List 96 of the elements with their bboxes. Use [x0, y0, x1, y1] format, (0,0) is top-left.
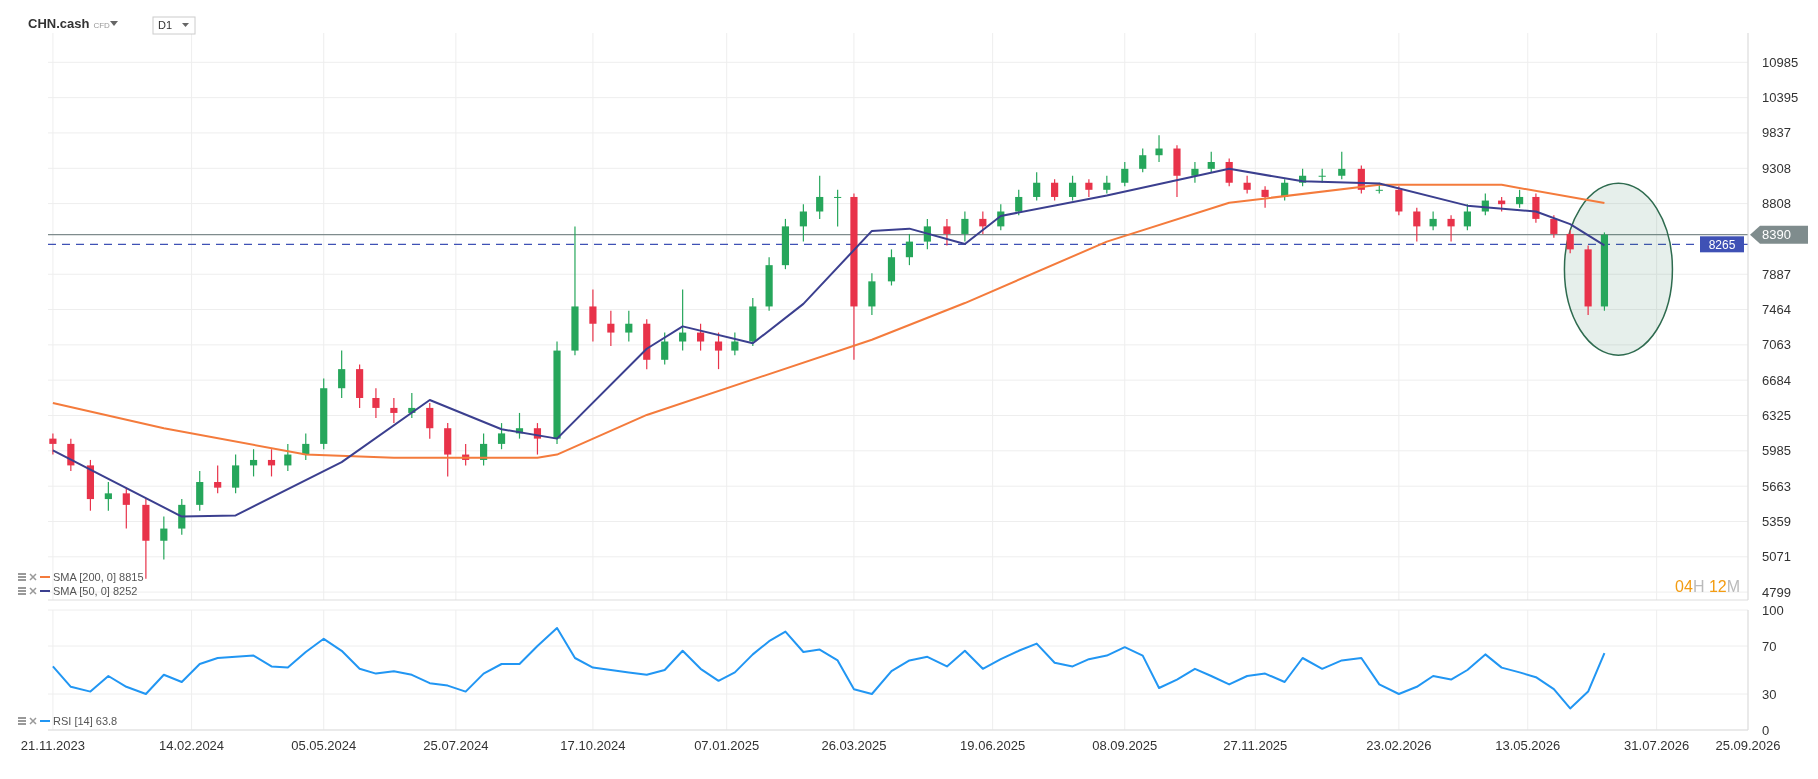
candlestick — [1516, 189, 1524, 209]
candlestick — [943, 218, 951, 247]
candlestick — [196, 470, 204, 512]
candlestick — [1338, 151, 1346, 180]
y-tick-label: 7887 — [1762, 266, 1791, 282]
y-tick-label: 5663 — [1762, 478, 1791, 494]
candlestick — [1243, 175, 1251, 194]
candlestick — [1121, 161, 1129, 187]
candlestick — [497, 422, 506, 450]
x-tick-label: 23.02.2026 — [1366, 738, 1432, 753]
candlestick — [284, 443, 292, 472]
candlestick — [979, 210, 987, 235]
y-tick-label: 0 — [1762, 722, 1770, 738]
x-tick-label: 05.05.2024 — [291, 738, 357, 753]
candlestick — [104, 481, 112, 512]
candlestick — [697, 323, 705, 352]
legend-label: SMA [50, 0] 8252 — [53, 585, 138, 598]
candlestick — [267, 448, 276, 478]
ref-line-label: 8265 — [1708, 237, 1736, 252]
candlestick — [1550, 214, 1558, 239]
candlestick — [1033, 171, 1041, 202]
candlestick — [816, 175, 824, 220]
candlestick — [1051, 178, 1059, 202]
y-tick-label: 10395 — [1762, 90, 1799, 106]
candlestick — [1463, 203, 1471, 231]
candlestick — [1155, 134, 1163, 163]
text: D1 — [158, 19, 173, 31]
candlestick — [714, 331, 723, 370]
candlestick — [1413, 207, 1421, 243]
chart-title: CHN.cash — [28, 16, 90, 31]
candlestick — [1429, 210, 1437, 231]
candlestick — [1395, 185, 1403, 216]
x-tick-label: 17.10.2024 — [560, 738, 626, 753]
y-tick-label: 9837 — [1762, 125, 1791, 141]
x-tick-label: 27.11.2025 — [1223, 738, 1288, 753]
candlestick — [961, 210, 969, 243]
candlestick — [160, 516, 168, 561]
candlestick — [49, 432, 57, 456]
y-tick-label: 5985 — [1762, 443, 1791, 459]
candlestick — [232, 453, 240, 494]
candlestick — [679, 289, 687, 352]
candlestick — [625, 310, 633, 343]
x-tick-label: 13.05.2026 — [1495, 738, 1561, 753]
candlestick — [214, 464, 222, 494]
candlestick — [372, 387, 380, 419]
legend-label: RSI [14] 63.8 — [53, 715, 118, 728]
candlestick — [1566, 229, 1574, 254]
y-tick-label: 8808 — [1762, 196, 1791, 212]
y-tick-label: 9308 — [1762, 160, 1791, 176]
x-tick-label: 14.02.2024 — [159, 738, 225, 753]
candlestick — [249, 448, 258, 478]
candlestick — [923, 218, 931, 250]
y-tick-label: 100 — [1762, 602, 1784, 618]
candlestick — [338, 349, 346, 399]
x-tick-label: 31.07.2026 — [1624, 738, 1690, 753]
candlestick — [1139, 147, 1147, 173]
x-tick-label: 21.11.2023 — [20, 738, 85, 753]
candlestick — [799, 203, 807, 243]
x-tick-label: 19.06.2025 — [960, 738, 1026, 753]
legend-label: SMA [200, 0] 8815 — [53, 571, 144, 584]
line-series — [51, 627, 1606, 710]
candlestick — [1191, 161, 1199, 184]
candlestick — [905, 233, 914, 266]
candlestick — [1085, 178, 1093, 198]
y-tick-label: 5071 — [1762, 549, 1791, 565]
x-tick-label: 25.09.2026 — [1715, 738, 1781, 753]
candlestick — [661, 331, 669, 366]
y-tick-label: 7063 — [1762, 337, 1791, 353]
candlestick — [731, 331, 739, 356]
x-tick-label: 08.09.2025 — [1092, 738, 1158, 753]
candlestick — [1261, 185, 1269, 209]
x-tick-label: 26.03.2025 — [821, 738, 887, 753]
candlestick — [834, 189, 842, 227]
y-tick-label: 7464 — [1762, 302, 1791, 318]
y-tick-label: 10985 — [1762, 54, 1799, 70]
candlestick — [607, 310, 615, 347]
candlestick — [1068, 175, 1077, 202]
y-tick-label: 30 — [1762, 686, 1777, 702]
chart-subtitle: CFD — [93, 21, 111, 30]
candlestick — [1447, 214, 1455, 243]
x-tick-label: 07.01.2025 — [694, 738, 760, 753]
y-tick-label: 6325 — [1762, 408, 1791, 423]
y-tick-label: 4799 — [1762, 584, 1791, 600]
y-tick-label: 5359 — [1762, 514, 1791, 530]
ref-line-label: 8390 — [1762, 227, 1791, 243]
y-tick-label: 70 — [1762, 638, 1777, 654]
x-tick-label: 25.07.2024 — [423, 738, 489, 753]
candlestick — [426, 402, 434, 440]
candlestick — [589, 289, 597, 343]
y-tick-label: 6684 — [1762, 372, 1791, 388]
candlestick — [122, 487, 130, 530]
candlestick — [1207, 151, 1215, 173]
annotation: 04H 12M — [1675, 578, 1740, 595]
candlestick — [1015, 189, 1023, 216]
candlestick — [390, 397, 398, 424]
line-series — [51, 183, 1606, 459]
